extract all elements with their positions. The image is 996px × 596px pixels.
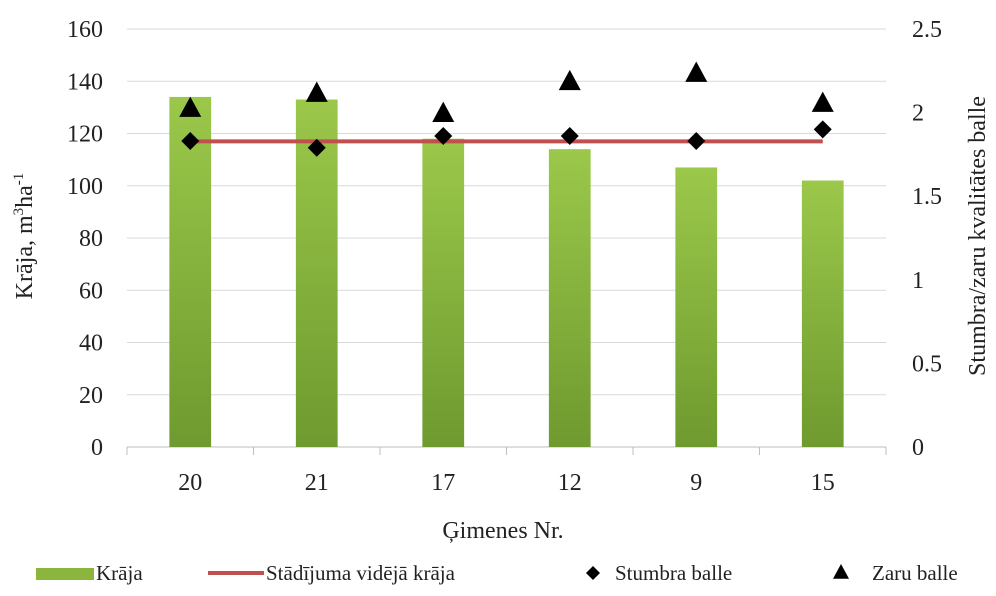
legend-label-line: Stādījuma vidējā krāja — [266, 561, 456, 585]
y-tick-label: 120 — [67, 122, 103, 148]
stumbra-marker-12 — [560, 127, 579, 146]
y2-axis-title: Stumbra/zaru kvalitātes balle — [965, 96, 991, 376]
x-tick-label: 17 — [431, 470, 455, 496]
bar-series — [169, 96, 844, 448]
y2-tick-label: 1.5 — [912, 184, 942, 210]
y2-tick-label: 0 — [912, 435, 924, 461]
y-axis-title: Krāja, m3ha-1 — [11, 173, 38, 300]
y-tick-label: 100 — [67, 174, 103, 200]
y-tick-label: 140 — [67, 69, 103, 95]
gridlines — [127, 28, 886, 448]
bar-15 — [801, 180, 844, 447]
legend-swatch-diamond — [586, 566, 600, 580]
legend-swatch-bar — [36, 568, 94, 580]
x-tick-label: 15 — [811, 470, 835, 496]
zaru-marker-20 — [179, 96, 202, 117]
y2-tick-label: 1 — [912, 268, 924, 294]
marker-series — [179, 61, 834, 157]
y2-tick-label: 2.5 — [912, 17, 942, 43]
bar-20 — [169, 96, 212, 448]
x-tick-label: 9 — [690, 470, 702, 496]
legend-label-triangle: Zaru balle — [872, 561, 958, 585]
stumbra-marker-15 — [813, 120, 832, 139]
y-tick-label: 40 — [79, 331, 103, 357]
bar-12 — [548, 149, 591, 448]
legend-label-diamond: Stumbra balle — [615, 561, 732, 585]
x-tick-label: 21 — [305, 470, 329, 496]
bar-21 — [295, 99, 338, 447]
x-axis: 20 21 17 12 9 15 — [126, 447, 887, 496]
zaru-marker-12 — [558, 69, 581, 91]
stumbra-marker-20 — [181, 132, 200, 151]
stumbra-marker-17 — [434, 127, 453, 146]
y2-tick-label: 2 — [912, 101, 924, 127]
bar-9 — [675, 167, 718, 447]
y-axis-left: 0 20 40 60 80 100 120 140 160 — [67, 17, 103, 461]
zaru-marker-21 — [305, 81, 328, 102]
x-tick-label: 12 — [558, 470, 582, 496]
y-tick-label: 160 — [67, 17, 103, 43]
legend-swatch-triangle — [833, 564, 849, 579]
y-axis-right: 0 0.5 1 1.5 2 2.5 — [912, 17, 942, 461]
stumbra-marker-21 — [307, 138, 326, 157]
y-tick-label: 80 — [79, 226, 103, 252]
y-tick-label: 20 — [79, 383, 103, 409]
y-tick-label: 60 — [79, 278, 103, 304]
bar-17 — [422, 138, 465, 447]
legend: Krāja Stādījuma vidējā krāja Stumbra balle… — [36, 561, 958, 585]
x-tick-label: 20 — [178, 470, 202, 496]
zaru-marker-17 — [432, 101, 455, 122]
stumbra-marker-9 — [687, 132, 706, 151]
y2-tick-label: 0.5 — [912, 351, 942, 377]
legend-label-bar: Krāja — [96, 561, 143, 585]
zaru-marker-15 — [811, 91, 834, 112]
x-axis-title: Ģimenes Nr. — [442, 518, 563, 544]
zaru-marker-9 — [685, 61, 708, 82]
y-tick-label: 0 — [91, 435, 103, 461]
